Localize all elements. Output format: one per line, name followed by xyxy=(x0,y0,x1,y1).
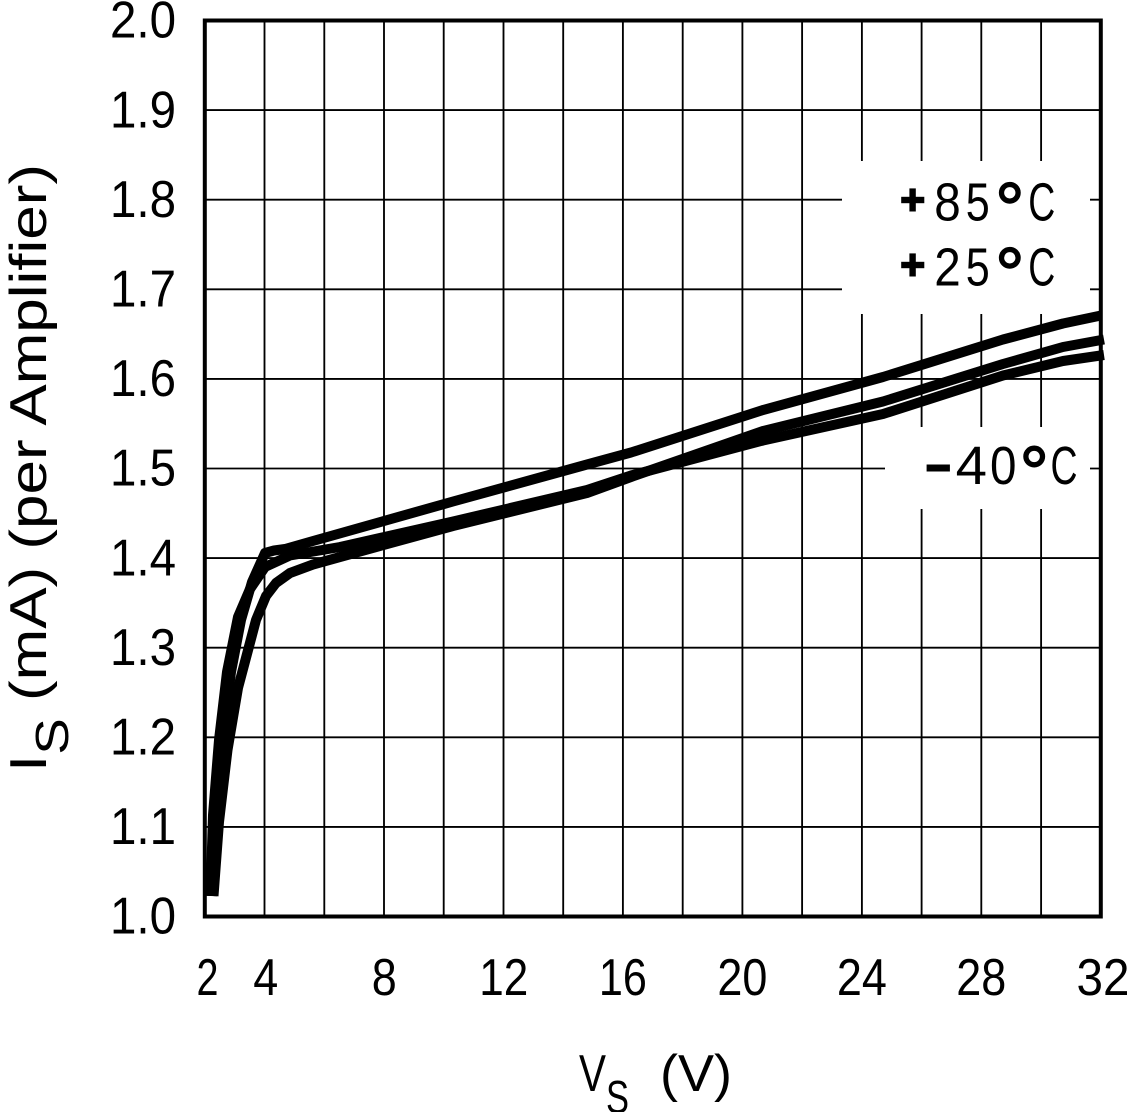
svg-text:1.6: 1.6 xyxy=(110,350,176,408)
svg-text:5: 5 xyxy=(966,173,990,233)
svg-text:1.9: 1.9 xyxy=(110,81,176,139)
svg-text:1.4: 1.4 xyxy=(110,529,176,587)
svg-text:1.8: 1.8 xyxy=(110,171,176,229)
svg-text:32: 32 xyxy=(1077,949,1127,1007)
svg-text:24: 24 xyxy=(837,949,887,1007)
svg-text:8: 8 xyxy=(372,949,397,1007)
svg-text:1.1: 1.1 xyxy=(110,798,176,856)
svg-text:(V): (V) xyxy=(660,1045,732,1103)
svg-text:V: V xyxy=(579,1045,606,1103)
svg-text:1.2: 1.2 xyxy=(110,709,176,767)
svg-text:4: 4 xyxy=(253,949,278,1007)
svg-text:2.0: 2.0 xyxy=(110,0,176,50)
svg-text:2: 2 xyxy=(934,238,961,298)
svg-text:S: S xyxy=(606,1071,629,1112)
svg-text:C: C xyxy=(1028,238,1055,298)
svg-text:1.5: 1.5 xyxy=(110,440,176,498)
svg-text:20: 20 xyxy=(717,949,767,1007)
svg-text:4: 4 xyxy=(956,436,987,496)
svg-text:28: 28 xyxy=(956,949,1006,1007)
svg-text:8: 8 xyxy=(934,173,961,233)
svg-text:1.0: 1.0 xyxy=(110,888,176,946)
svg-text:2: 2 xyxy=(197,949,219,1007)
svg-text:5: 5 xyxy=(966,238,990,298)
svg-text:1.7: 1.7 xyxy=(110,261,176,319)
svg-text:0: 0 xyxy=(990,436,1017,496)
svg-text:16: 16 xyxy=(599,949,647,1007)
svg-text:C: C xyxy=(1051,436,1078,496)
svg-text:12: 12 xyxy=(479,949,528,1007)
svg-text:C: C xyxy=(1028,173,1055,233)
svg-text:1.3: 1.3 xyxy=(110,619,176,677)
